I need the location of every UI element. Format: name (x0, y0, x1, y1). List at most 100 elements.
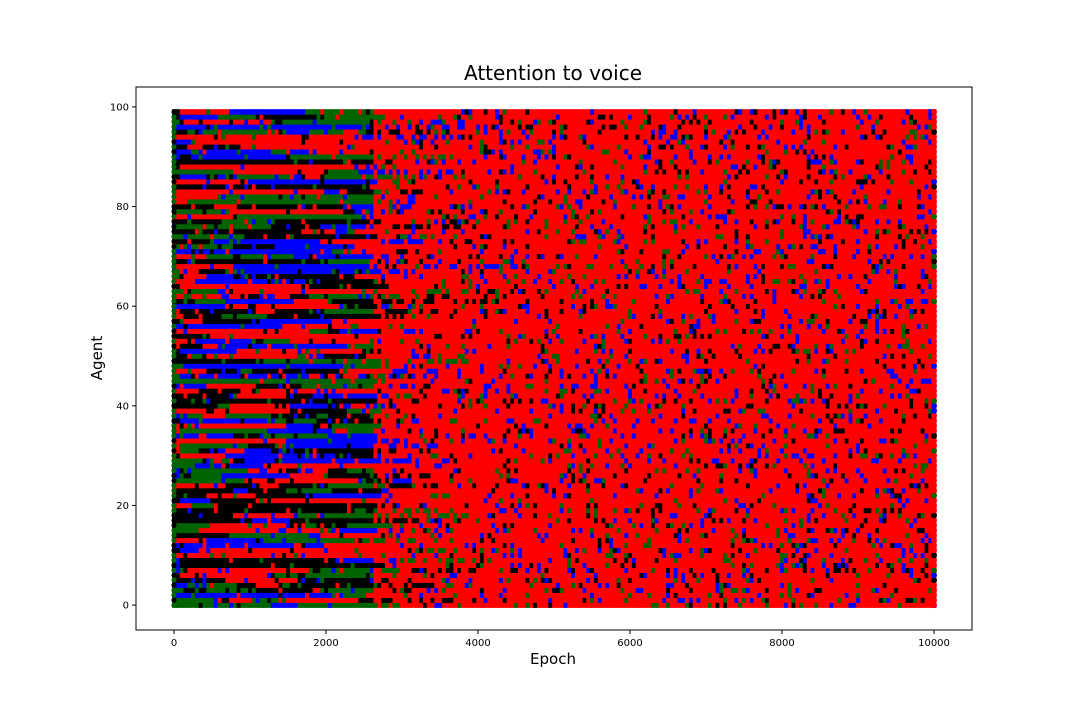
data-point (921, 568, 925, 574)
data-point (643, 503, 647, 509)
data-point (643, 577, 647, 583)
data-point (913, 573, 917, 579)
data-point (613, 533, 617, 539)
data-point (275, 488, 279, 494)
data-point (628, 503, 632, 509)
data-point (906, 582, 910, 588)
data-point (301, 533, 305, 539)
data-point (583, 582, 587, 588)
data-point (609, 558, 613, 564)
data-point (659, 503, 663, 509)
data-point (757, 513, 761, 519)
data-point (723, 528, 727, 534)
data-point (909, 602, 913, 608)
data-point (685, 592, 689, 598)
data-point (613, 503, 617, 509)
data-point (742, 602, 746, 608)
data-point (507, 538, 511, 544)
data-point (457, 523, 461, 529)
data-point (776, 548, 780, 554)
data-point (374, 538, 378, 544)
data-point (298, 587, 302, 593)
data-point (598, 597, 602, 603)
data-point (655, 573, 659, 579)
data-point (898, 573, 902, 579)
data-point (666, 558, 670, 564)
data-point (757, 528, 761, 534)
data-point (294, 577, 298, 583)
data-point (871, 587, 875, 593)
data-point (811, 543, 815, 549)
data-point (225, 587, 229, 593)
data-point (343, 602, 347, 608)
data-point (659, 528, 663, 534)
data-point (735, 573, 739, 579)
data-point (890, 528, 894, 534)
data-point (541, 573, 545, 579)
data-point (229, 582, 233, 588)
data-point (374, 518, 378, 524)
data-point (320, 483, 324, 489)
data-point (921, 597, 925, 603)
data-point (286, 602, 290, 608)
data-point (499, 573, 503, 579)
data-point (621, 503, 625, 509)
data-point (324, 483, 328, 489)
data-point (438, 483, 442, 489)
data-point (294, 573, 298, 579)
data-point (906, 587, 910, 593)
data-point (191, 508, 195, 514)
data-point (184, 528, 188, 534)
data-point (917, 518, 921, 524)
data-point (776, 543, 780, 549)
data-point (526, 568, 530, 574)
data-point (681, 503, 685, 509)
data-point (374, 592, 378, 598)
data-point (461, 488, 465, 494)
data-point (887, 523, 891, 529)
data-point (203, 592, 207, 598)
data-point (852, 498, 856, 504)
data-point (871, 528, 875, 534)
data-point (355, 508, 359, 514)
data-point (484, 523, 488, 529)
data-point (214, 508, 218, 514)
data-point (765, 528, 769, 534)
data-point (564, 528, 568, 534)
data-point (628, 558, 632, 564)
data-point (225, 558, 229, 564)
data-point (609, 488, 613, 494)
data-point (719, 582, 723, 588)
data-point (275, 523, 279, 529)
data-point (256, 493, 260, 499)
data-point (894, 533, 898, 539)
data-point (370, 582, 374, 588)
data-point (841, 538, 845, 544)
data-point (214, 538, 218, 544)
data-point (913, 523, 917, 529)
data-point (529, 488, 533, 494)
data-point (203, 528, 207, 534)
data-point (784, 573, 788, 579)
data-point (583, 568, 587, 574)
data-point (214, 568, 218, 574)
data-point (799, 568, 803, 574)
data-point (187, 503, 191, 509)
data-point (237, 493, 241, 499)
data-point (180, 558, 184, 564)
data-point (393, 488, 397, 494)
data-point (279, 483, 283, 489)
data-point (469, 533, 473, 539)
data-point (294, 558, 298, 564)
data-point (765, 577, 769, 583)
data-point (476, 498, 480, 504)
data-point (282, 568, 286, 574)
data-point (446, 602, 450, 608)
data-point (579, 523, 583, 529)
data-point (377, 592, 381, 598)
data-point (362, 592, 366, 598)
data-point (723, 513, 727, 519)
data-point (586, 533, 590, 539)
data-point (381, 533, 385, 539)
data-point (241, 503, 245, 509)
